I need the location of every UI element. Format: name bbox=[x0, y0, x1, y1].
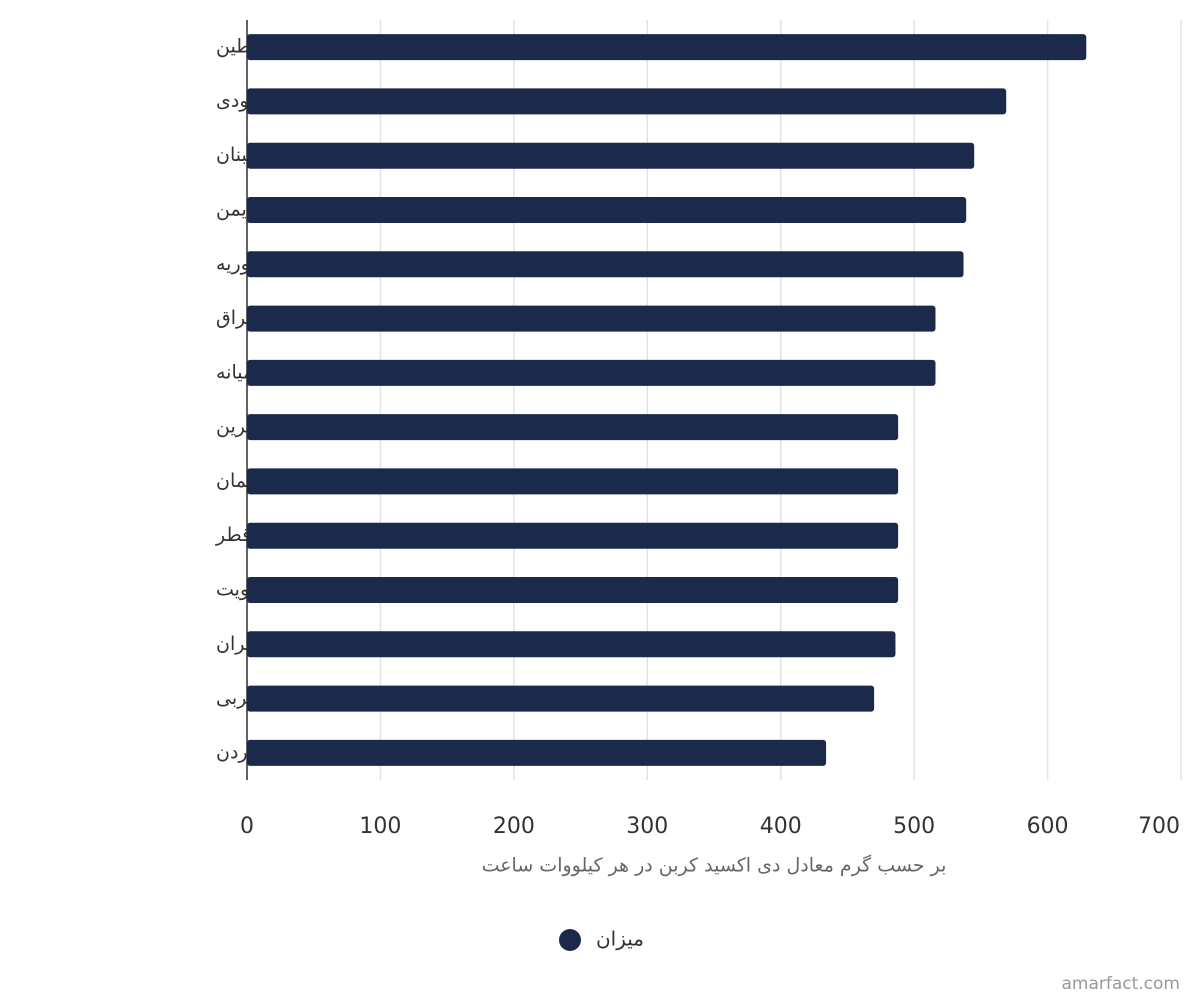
bar bbox=[247, 88, 1007, 115]
x-tick-label: 500 bbox=[893, 814, 935, 839]
bar bbox=[247, 685, 875, 712]
credit: amarfact.com bbox=[1061, 974, 1180, 994]
x-tick-label: 400 bbox=[760, 814, 802, 839]
y-tick-label: اردن bbox=[216, 741, 253, 763]
bar bbox=[247, 631, 896, 658]
bar bbox=[247, 34, 1087, 61]
legend-marker bbox=[559, 929, 581, 951]
x-tick-label: 600 bbox=[1027, 814, 1069, 839]
x-axis-title: بر حسب گرم معادل دی اکسید کربن در هر کیل… bbox=[482, 854, 947, 877]
y-tick-label: لبنان bbox=[216, 144, 253, 166]
y-tick-label: ایران bbox=[216, 633, 256, 655]
bar bbox=[247, 359, 936, 386]
bar bbox=[247, 468, 899, 495]
x-tick-label: 300 bbox=[626, 814, 668, 839]
bar bbox=[247, 739, 827, 766]
x-tick-label: 100 bbox=[359, 814, 401, 839]
x-tick-label: 700 bbox=[1138, 814, 1180, 839]
y-tick-label: قطر bbox=[215, 524, 251, 546]
bar bbox=[247, 577, 899, 603]
bar bbox=[247, 197, 967, 223]
bar bbox=[247, 305, 936, 332]
legend-label: میزان bbox=[596, 927, 644, 951]
bar bbox=[247, 142, 975, 169]
bar bbox=[247, 251, 964, 278]
x-tick-label: 0 bbox=[240, 814, 254, 839]
bar bbox=[247, 414, 899, 441]
x-tick-label: 200 bbox=[493, 814, 535, 839]
y-tick-label: یمن bbox=[216, 199, 247, 221]
bar bbox=[247, 522, 899, 549]
